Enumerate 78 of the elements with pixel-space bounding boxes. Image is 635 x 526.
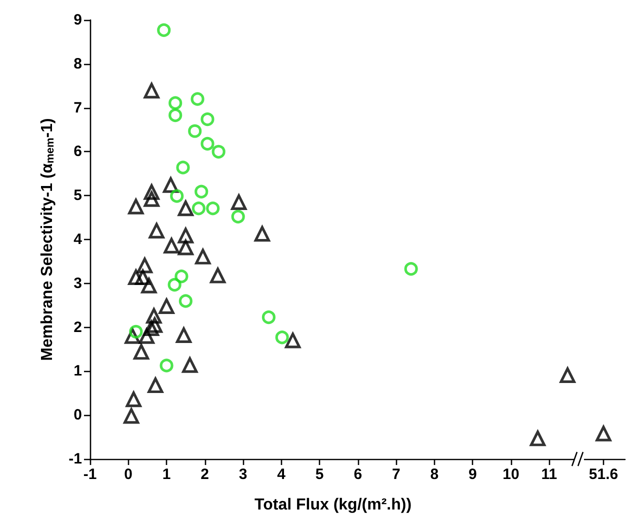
point <box>136 258 153 274</box>
point <box>210 268 226 284</box>
point <box>200 137 214 151</box>
y-tick-label: 3 <box>74 274 82 292</box>
point <box>168 108 182 122</box>
y-tick-label: 6 <box>74 143 82 160</box>
point <box>128 269 144 286</box>
point <box>176 327 192 343</box>
x-tick-label: 3 <box>238 466 248 483</box>
x-tick-label: 10 <box>502 466 520 483</box>
point <box>168 278 182 292</box>
y-axis-title: Membrane Selectivity-1 (αmem-1) <box>39 118 56 361</box>
x-tick-label: 6 <box>354 466 362 483</box>
y-tick-label: 4 <box>74 231 83 248</box>
point <box>124 408 140 424</box>
point <box>128 198 144 214</box>
point <box>178 240 194 256</box>
point <box>194 184 208 198</box>
point <box>135 269 151 286</box>
point <box>143 320 160 336</box>
point <box>141 278 157 294</box>
y-tick-label: -1 <box>68 450 82 468</box>
point <box>178 200 194 216</box>
point <box>285 332 301 348</box>
y-tick-label: 7 <box>74 99 82 116</box>
point <box>157 23 171 37</box>
point <box>182 357 198 373</box>
x-tick-label: 5 <box>315 466 324 483</box>
y-tick-label: 5 <box>74 187 82 204</box>
y-tick-label: 2 <box>74 318 82 336</box>
y-tick-label: 0 <box>74 406 82 424</box>
point <box>188 124 202 138</box>
point <box>200 112 214 126</box>
point <box>148 222 164 239</box>
point <box>530 430 546 446</box>
x-tick-label: 0 <box>124 466 132 483</box>
y-tick-label: 9 <box>74 12 82 28</box>
point <box>158 298 174 314</box>
point <box>231 210 245 224</box>
point <box>174 270 188 284</box>
point <box>164 238 180 254</box>
point <box>176 160 190 174</box>
point <box>178 294 192 308</box>
x-tick-label: 4 <box>277 466 286 483</box>
point <box>146 317 162 333</box>
point <box>144 82 160 98</box>
point <box>404 262 418 276</box>
point <box>126 391 142 408</box>
point <box>133 344 150 360</box>
x-tick-label: 51.6 <box>588 466 618 483</box>
point <box>190 92 204 106</box>
x-tick-label: 7 <box>392 466 400 483</box>
point <box>262 310 276 324</box>
point <box>178 228 194 244</box>
x-tick-label: 11 <box>541 466 558 483</box>
point <box>195 248 211 264</box>
x-tick-label: 9 <box>468 466 477 483</box>
point <box>560 367 576 383</box>
point <box>138 328 154 344</box>
point <box>254 226 270 242</box>
point <box>144 191 160 207</box>
point <box>148 377 164 394</box>
point <box>275 330 289 344</box>
point <box>212 144 226 158</box>
point <box>146 308 162 324</box>
point <box>160 358 174 372</box>
x-tick-label: 1 <box>162 466 171 483</box>
y-tick-label: 8 <box>74 55 82 72</box>
x-tick-label: 2 <box>200 466 209 483</box>
point <box>144 184 160 200</box>
point <box>192 202 206 216</box>
x-axis-title: Total Flux (kg/(m².h)) <box>254 496 412 514</box>
x-tick-label: 8 <box>430 466 439 483</box>
y-tick-label: 1 <box>74 362 82 380</box>
point <box>206 202 220 216</box>
point <box>168 96 182 110</box>
point <box>170 189 184 203</box>
point <box>231 194 247 210</box>
